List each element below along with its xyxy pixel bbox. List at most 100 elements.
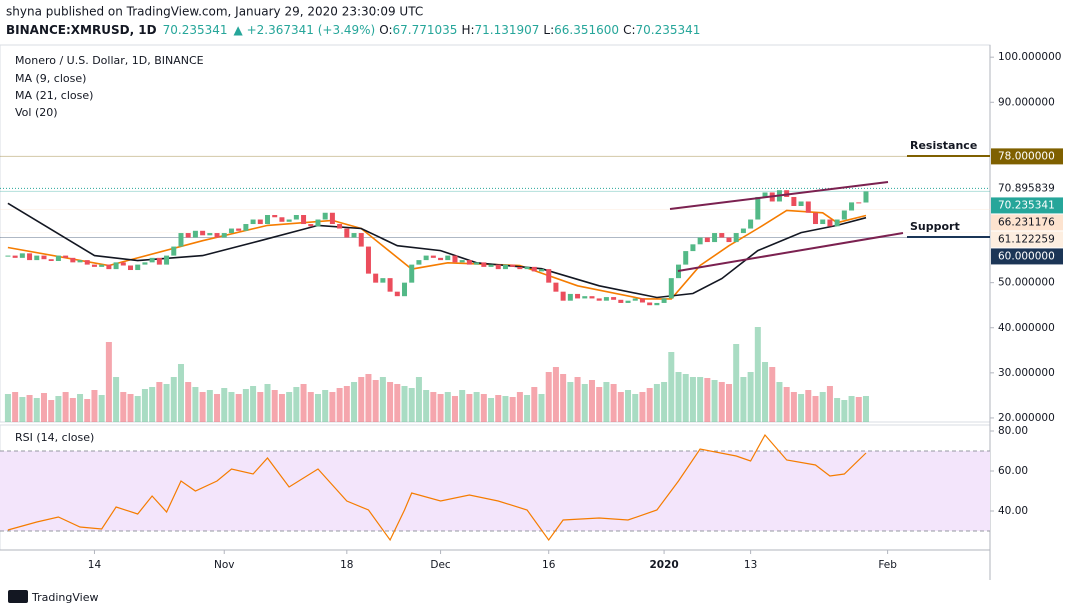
ohlc-value: 70.235341 <box>635 23 700 37</box>
rsi-line <box>7 433 867 542</box>
volume-bar <box>639 392 646 422</box>
candle-body <box>849 202 855 211</box>
candle-body <box>820 219 826 225</box>
volume-bar <box>351 382 358 422</box>
volume-bar <box>185 382 192 422</box>
legend-entry: MA (9, close) <box>15 72 86 85</box>
candle-body <box>329 212 335 225</box>
candle-body <box>149 257 155 263</box>
volume-bar <box>336 388 343 422</box>
candle-body <box>539 269 545 272</box>
volume-bar <box>588 380 595 422</box>
candle-body <box>265 215 271 225</box>
volume-bar <box>12 392 19 422</box>
candle-body <box>495 264 501 270</box>
candle-body <box>748 219 754 229</box>
candle-body <box>560 291 566 301</box>
volume-bar <box>502 396 509 422</box>
volume-bar <box>488 398 495 422</box>
level-label: 78.000000 <box>998 150 1055 162</box>
volume-bar <box>480 394 487 422</box>
candle-body <box>221 233 227 238</box>
brand: TradingView <box>31 591 98 604</box>
volume-bar <box>697 377 704 422</box>
candle-body <box>322 212 328 220</box>
candle-body <box>589 296 595 299</box>
candle-body <box>618 299 624 303</box>
ohlc-label: O: <box>379 23 392 37</box>
legend-entry: Vol (20) <box>15 106 58 119</box>
volume-bar <box>711 380 718 422</box>
volume-bar <box>798 394 805 422</box>
volume-bar <box>725 384 732 422</box>
volume-bar <box>451 396 458 422</box>
candle-body <box>91 264 97 267</box>
volume-bar <box>610 384 617 422</box>
support-label: Support <box>910 220 960 233</box>
candle-body <box>142 262 148 265</box>
candle-body <box>524 266 530 270</box>
volume-bar <box>617 392 624 422</box>
volume-bar <box>632 394 639 422</box>
candle-body <box>387 278 393 292</box>
candle-body <box>344 228 350 238</box>
candle-body <box>546 269 552 283</box>
volume-bar <box>228 392 235 422</box>
candle-body <box>625 300 631 303</box>
candle-body <box>474 262 480 265</box>
level-label: 60.000000 <box>998 250 1055 262</box>
volume-bar <box>754 327 761 422</box>
volume-bar <box>314 394 321 422</box>
volume-bar <box>163 384 170 422</box>
candle-body <box>286 219 292 222</box>
candle-body <box>697 237 703 245</box>
candle-body <box>856 202 862 204</box>
candle-body <box>185 233 191 238</box>
volume-bar <box>776 382 783 422</box>
volume-bar <box>466 394 473 422</box>
y-tick-label: 30.000000 <box>998 367 1055 379</box>
volume-bar <box>682 374 689 422</box>
volume-bar <box>300 384 307 422</box>
volume-bar <box>48 400 55 422</box>
candle-body <box>632 298 638 301</box>
volume-bar <box>250 386 257 422</box>
candle-body <box>603 297 609 301</box>
volume-bar <box>322 390 329 422</box>
candle-body <box>423 255 429 261</box>
candle-body <box>863 191 869 203</box>
volume-bar <box>862 396 869 422</box>
candle-body <box>841 210 847 220</box>
volume-bar <box>264 384 271 422</box>
volume-bar <box>257 392 264 422</box>
volume-bar <box>545 372 552 422</box>
volume-bar <box>459 390 466 422</box>
volume-bar <box>423 390 430 422</box>
volume-bar <box>91 390 98 422</box>
candle-body <box>301 215 307 225</box>
volume-bar <box>69 398 76 422</box>
candle-body <box>704 237 710 243</box>
volume-bar <box>278 394 285 422</box>
volume-bar <box>769 367 776 422</box>
volume-bar <box>113 377 120 422</box>
level-box <box>991 148 1063 165</box>
ohlc-value: 67.771035 <box>393 23 458 37</box>
candle-body <box>582 296 588 299</box>
candle-body <box>813 212 819 225</box>
candle-body <box>243 224 249 231</box>
volume-bar <box>834 398 841 422</box>
x-tick-label: Feb <box>878 559 897 571</box>
logo: TradingView <box>8 590 98 604</box>
candle-body <box>639 298 645 303</box>
volume-bar <box>372 380 379 422</box>
volume-bar <box>718 382 725 422</box>
volume-bar <box>444 392 451 422</box>
candle-body <box>77 260 83 263</box>
level-label: 61.122259 <box>998 233 1055 245</box>
volume-bar <box>841 400 848 422</box>
volume-bar <box>77 394 84 422</box>
legend-entry: MA (21, close) <box>15 89 93 102</box>
volume-bar <box>581 384 588 422</box>
volume-bar <box>646 388 653 422</box>
